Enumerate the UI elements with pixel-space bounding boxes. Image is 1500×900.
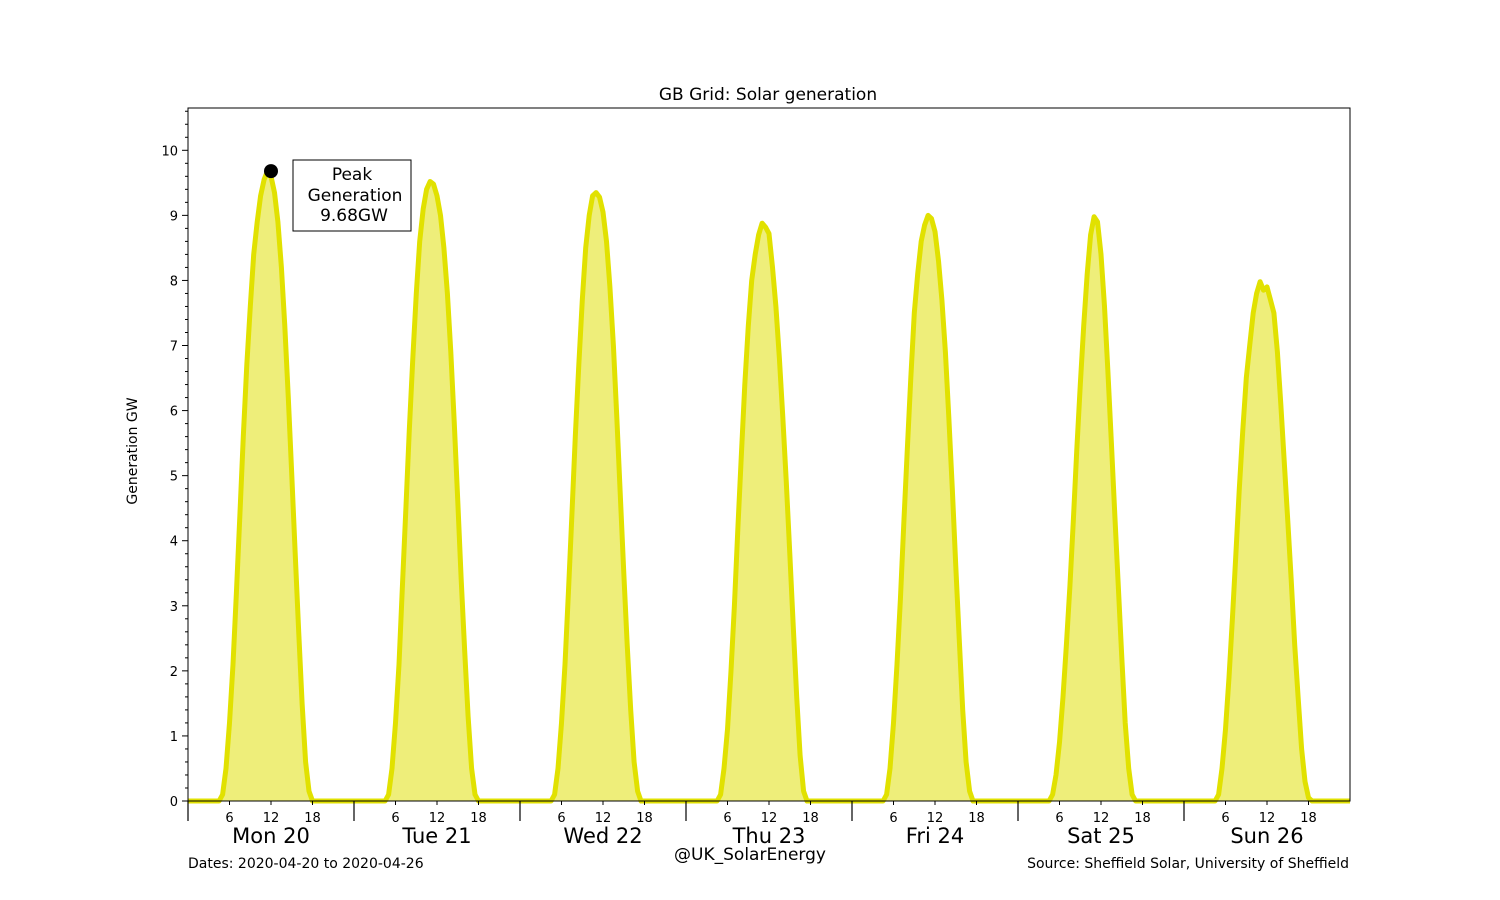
chart-title: GB Grid: Solar generation: [659, 85, 877, 105]
y-tick-label: 4: [170, 535, 178, 550]
peak-label-line-3: 9.68GW: [320, 206, 388, 226]
day-label: Fri 24: [906, 824, 964, 848]
hour-tick-label: 6: [723, 811, 731, 826]
y-tick-label: 8: [170, 274, 178, 289]
y-axis-label: Generation GW: [125, 397, 141, 504]
hour-tick-label: 18: [802, 811, 819, 826]
peak-annotation: Peak Generation 9.68GW: [264, 159, 412, 232]
hour-tick-label: 6: [557, 811, 565, 826]
hour-tick-label: 6: [1055, 811, 1063, 826]
hour-tick-label: 6: [225, 811, 233, 826]
series-area-0: [188, 171, 1350, 802]
hour-tick-label: 18: [304, 811, 321, 826]
y-tick-label: 6: [170, 405, 178, 420]
day-label: Thu 23: [732, 824, 806, 848]
hour-tick-label: 6: [391, 811, 399, 826]
source-footer: Source: Sheffield Solar, University of S…: [1027, 856, 1349, 872]
peak-marker: [264, 164, 278, 179]
hour-tick-label: 12: [1259, 811, 1276, 826]
y-tick-label: 0: [170, 795, 178, 810]
peak-label-line-2: Generation: [308, 186, 403, 206]
hour-tick-label: 6: [889, 811, 897, 826]
hour-tick-label: 6: [1221, 811, 1229, 826]
hour-tick-label: 18: [470, 811, 487, 826]
y-tick-label: 10: [161, 144, 178, 159]
day-label: Tue 21: [401, 824, 471, 848]
hour-tick-label: 12: [595, 811, 612, 826]
hour-tick-label: 18: [1300, 811, 1317, 826]
day-label: Sat 25: [1067, 824, 1135, 848]
dates-footer: Dates: 2020-04-20 to 2020-04-26: [188, 856, 424, 872]
hour-tick-label: 12: [263, 811, 280, 826]
hour-tick-label: 12: [1093, 811, 1110, 826]
y-tick-label: 9: [170, 209, 178, 224]
y-tick-label: 7: [170, 340, 178, 355]
y-tick-label: 3: [170, 600, 178, 615]
hour-tick-label: 18: [636, 811, 653, 826]
hour-tick-label: 18: [968, 811, 985, 826]
day-label: Mon 20: [232, 824, 310, 848]
peak-label-box: [292, 159, 412, 232]
hour-tick-label: 18: [1134, 811, 1151, 826]
hour-tick-label: 12: [761, 811, 778, 826]
hour-tick-label: 12: [927, 811, 944, 826]
y-axis: 0 1 2 3 4 5 6 7 8 9 10: [161, 110, 188, 810]
credit-footer: @UK_SolarEnergy: [674, 845, 826, 865]
day-label: Wed 22: [563, 824, 642, 848]
y-tick-label: 2: [170, 665, 178, 680]
hour-tick-label: 12: [429, 811, 446, 826]
peak-label-line-1: Peak: [332, 165, 373, 185]
day-label: Sun 26: [1230, 824, 1303, 848]
y-tick-label: 1: [170, 730, 178, 745]
y-tick-label: 5: [170, 470, 178, 485]
plot-area: [188, 168, 1350, 804]
